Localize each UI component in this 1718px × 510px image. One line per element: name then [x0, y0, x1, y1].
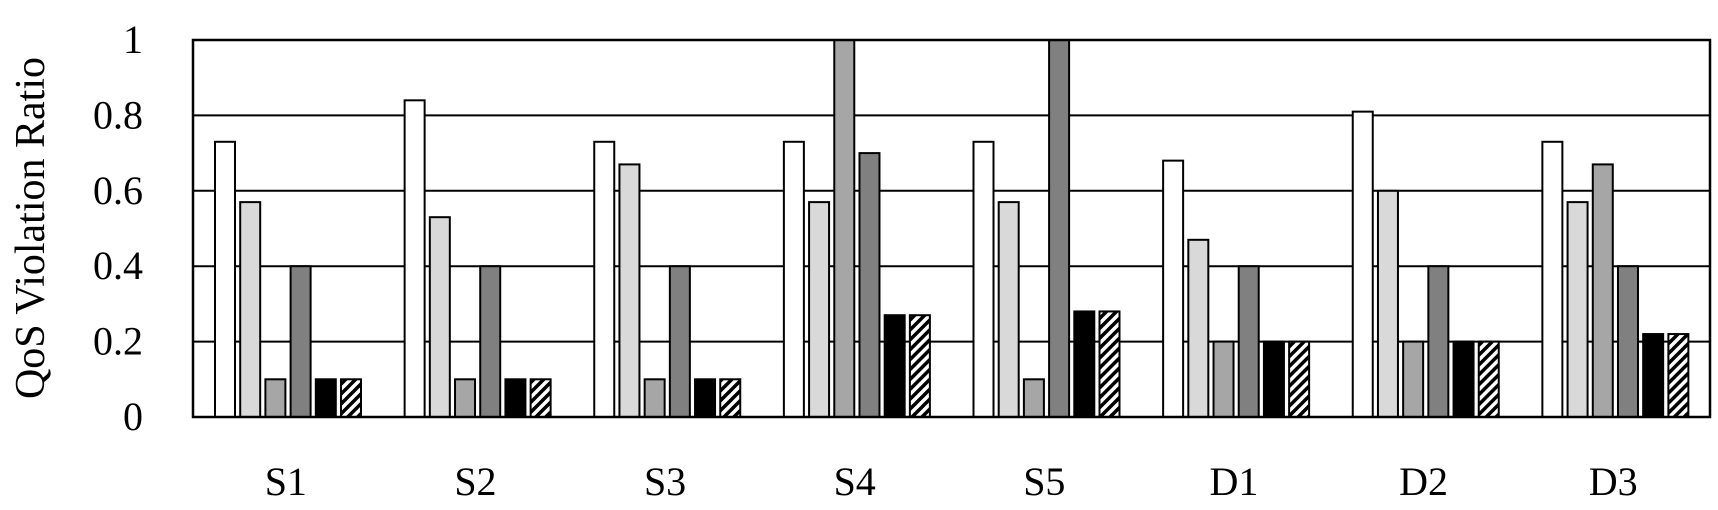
bar-d3-series-6	[1667, 333, 1690, 418]
bar-s4-series-3	[833, 39, 856, 418]
bar-s5-series-4	[1048, 39, 1071, 418]
bar-s5-series-1	[972, 140, 995, 418]
bar-s4-series-4	[858, 152, 881, 418]
bar-d3-series-1	[1541, 140, 1564, 418]
y-axis-title: QoS Violation Ratio	[8, 57, 54, 399]
bar-s3-series-2	[618, 163, 641, 418]
bar-s3-series-3	[643, 378, 666, 418]
bar-d1-series-2	[1187, 238, 1210, 418]
category-label-d2: D2	[1399, 459, 1448, 504]
category-label-s2: S2	[454, 459, 496, 504]
bar-s5-series-6	[1098, 310, 1121, 418]
bar-s2-series-2	[428, 216, 451, 418]
bar-s1-series-2	[239, 201, 262, 418]
bars	[214, 39, 1690, 419]
bar-d3-series-3	[1591, 163, 1614, 418]
y-tick-label: 0	[123, 394, 143, 439]
y-tick-label: 0.4	[93, 243, 143, 288]
bar-s5-series-3	[1022, 378, 1045, 418]
bar-s1-series-5	[314, 378, 337, 418]
category-label-s1: S1	[265, 459, 307, 504]
category-label-d1: D1	[1209, 459, 1258, 504]
bar-s2-series-3	[454, 378, 477, 418]
plot-area-frame	[191, 38, 1712, 419]
bar-s5-series-2	[997, 201, 1020, 418]
bar-d2-series-4	[1427, 265, 1450, 419]
bar-d2-series-1	[1351, 110, 1374, 418]
bar-s2-series-5	[504, 378, 527, 418]
bar-d3-series-5	[1642, 333, 1665, 418]
bar-s1-series-3	[264, 378, 287, 418]
category-label-s5: S5	[1023, 459, 1065, 504]
category-label-s4: S4	[834, 459, 876, 504]
bar-d3-series-2	[1566, 201, 1589, 418]
bar-s2-series-1	[403, 99, 426, 418]
category-label-d3: D3	[1589, 459, 1638, 504]
bar-d1-series-3	[1212, 340, 1235, 419]
bar-d1-series-1	[1162, 159, 1185, 418]
bar-d2-series-2	[1376, 189, 1399, 418]
bar-s4-series-5	[883, 314, 906, 418]
bar-d1-series-5	[1262, 340, 1285, 419]
bar-s3-series-5	[694, 378, 717, 418]
bar-s5-series-5	[1073, 310, 1096, 418]
y-tick-label: 0.8	[93, 92, 143, 137]
bar-s3-series-6	[719, 378, 742, 418]
bar-d2-series-5	[1452, 340, 1475, 419]
bar-s4-series-1	[782, 140, 805, 418]
bar-s3-series-4	[668, 265, 691, 419]
x-axis-categories: S1 S2 S3 S4 S5 D1 D2 D3	[265, 459, 1638, 504]
bar-s1-series-6	[340, 378, 362, 418]
y-axis-ticks: 0 0.2 0.4 0.6 0.8 1	[93, 17, 143, 439]
bar-d2-series-3	[1402, 340, 1425, 419]
bar-s2-series-6	[529, 378, 552, 418]
y-tick-label: 1	[123, 17, 143, 62]
bar-d1-series-6	[1288, 340, 1311, 419]
category-label-s3: S3	[644, 459, 686, 504]
bar-d2-series-6	[1477, 340, 1500, 419]
bar-d1-series-4	[1237, 265, 1260, 419]
bar-s4-series-2	[808, 201, 831, 418]
bar-s1-series-4	[289, 265, 312, 419]
bar-s1-series-1	[214, 140, 236, 418]
bar-d3-series-4	[1616, 265, 1639, 419]
y-tick-label: 0.6	[93, 168, 143, 213]
bar-s2-series-4	[479, 265, 502, 419]
y-tick-label: 0.2	[93, 319, 143, 364]
bar-s4-series-6	[908, 314, 931, 418]
bar-s3-series-1	[593, 140, 616, 418]
